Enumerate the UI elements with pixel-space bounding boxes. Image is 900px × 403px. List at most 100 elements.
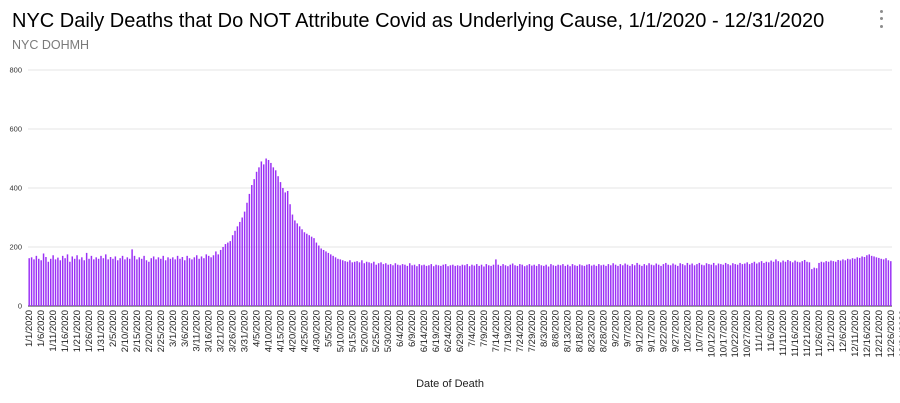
bar: [811, 269, 813, 307]
bar: [155, 259, 157, 306]
bar: [303, 232, 306, 306]
bar: [203, 258, 205, 306]
bar: [801, 261, 803, 306]
bar: [456, 265, 459, 306]
bar: [327, 252, 330, 306]
bar: [284, 192, 287, 306]
bar: [497, 264, 500, 306]
bar: [406, 265, 409, 306]
bar: [827, 261, 830, 306]
bar: [842, 259, 844, 306]
bar: [547, 266, 550, 306]
bar: [131, 249, 133, 306]
bar: [207, 255, 210, 306]
bar: [270, 162, 272, 306]
bar: [95, 257, 97, 306]
bar: [700, 264, 703, 306]
x-tick-label: 12/21/2020: [874, 310, 885, 358]
bar: [528, 264, 531, 306]
x-tick-label: 3/31/2020: [240, 310, 251, 352]
x-tick-label: 6/29/2020: [455, 310, 466, 352]
bar: [839, 260, 842, 306]
x-tick-label: 8/18/2020: [575, 310, 586, 352]
bar: [830, 260, 832, 306]
bar: [231, 235, 234, 306]
bar: [502, 264, 504, 306]
bar: [61, 255, 64, 306]
x-tick-label: 12/6/2020: [838, 310, 849, 352]
bar: [172, 257, 174, 306]
bar: [691, 263, 693, 306]
x-tick-label: 1/26/2020: [84, 310, 95, 352]
bar: [258, 167, 260, 306]
bar: [837, 259, 839, 306]
bar: [315, 242, 318, 306]
vertical-dots-icon[interactable]: [876, 8, 886, 30]
bar: [586, 264, 588, 306]
bar: [679, 263, 681, 306]
bar: [59, 260, 62, 306]
bar: [777, 261, 780, 306]
bar: [318, 245, 320, 306]
bar: [605, 265, 607, 306]
bar: [387, 264, 389, 306]
bar: [425, 265, 428, 306]
bar: [251, 185, 253, 306]
bar: [492, 264, 495, 306]
x-tick-label: 3/16/2020: [204, 310, 215, 352]
bar: [274, 170, 277, 306]
bar: [796, 261, 799, 306]
bar: [571, 264, 574, 306]
bar: [435, 264, 437, 306]
x-tick-label: 1/6/2020: [36, 310, 47, 347]
bar: [167, 257, 169, 306]
bar: [346, 261, 349, 306]
bar: [645, 265, 648, 306]
bar: [291, 214, 294, 306]
bar: [564, 265, 567, 306]
bar: [69, 261, 71, 306]
bar: [485, 264, 488, 306]
bar: [102, 258, 105, 306]
bar: [265, 158, 267, 306]
bar: [523, 266, 526, 306]
bar: [835, 261, 837, 306]
bar: [471, 264, 473, 306]
bar: [444, 264, 447, 306]
bar: [71, 256, 74, 306]
chart-title: NYC Daily Deaths that Do NOT Attribute C…: [12, 10, 825, 32]
bar: [30, 257, 33, 306]
bar: [820, 261, 823, 306]
bar: [715, 265, 717, 306]
bar: [770, 260, 772, 306]
bar: [222, 247, 224, 306]
bar: [370, 263, 373, 306]
bar: [717, 263, 720, 306]
bar: [722, 264, 725, 306]
bar: [662, 264, 665, 306]
bar: [191, 259, 193, 306]
bar: [282, 188, 284, 306]
bar: [638, 264, 641, 306]
bar: [729, 265, 732, 306]
bar: [389, 264, 392, 306]
bar: [748, 264, 751, 306]
bar: [454, 265, 456, 306]
bar: [870, 255, 873, 306]
bar: [617, 265, 619, 306]
bar: [490, 265, 492, 306]
bar: [195, 255, 198, 306]
bar: [353, 261, 356, 306]
bar: [243, 211, 246, 306]
bar: [229, 241, 231, 306]
x-tick-label: 1/11/2020: [48, 310, 59, 352]
bar: [554, 265, 557, 306]
bar: [507, 266, 509, 306]
bar: [878, 257, 880, 306]
bar: [734, 264, 736, 306]
bar: [509, 264, 511, 306]
x-tick-label: 3/1/2020: [168, 310, 179, 347]
bar: [622, 265, 624, 306]
bar: [880, 258, 882, 306]
bar: [164, 260, 167, 306]
